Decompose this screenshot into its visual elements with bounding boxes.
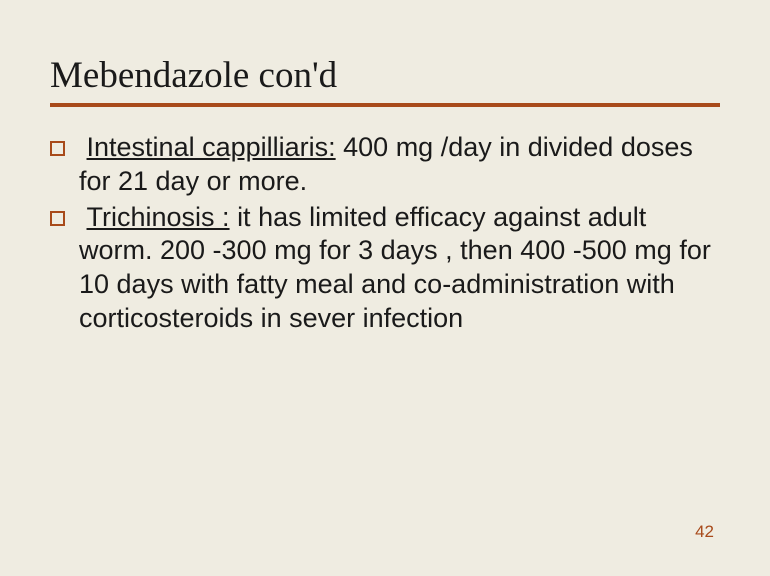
title-divider [50, 103, 720, 107]
slide: Mebendazole con'd Intestinal cappilliari… [0, 0, 770, 576]
bullet-icon [50, 141, 65, 156]
bullet-icon [50, 211, 65, 226]
slide-title: Mebendazole con'd [50, 54, 720, 97]
bullet-text: Intestinal cappilliaris: 400 mg /day in … [79, 131, 720, 199]
term-underline: Trichinosis : [87, 202, 230, 232]
list-item: Trichinosis : it has limited efficacy ag… [50, 201, 720, 336]
bullet-text: Trichinosis : it has limited efficacy ag… [79, 201, 720, 336]
page-number: 42 [695, 522, 714, 542]
term-underline: Intestinal cappilliaris: [87, 132, 336, 162]
slide-content: Intestinal cappilliaris: 400 mg /day in … [50, 131, 720, 336]
list-item: Intestinal cappilliaris: 400 mg /day in … [50, 131, 720, 199]
